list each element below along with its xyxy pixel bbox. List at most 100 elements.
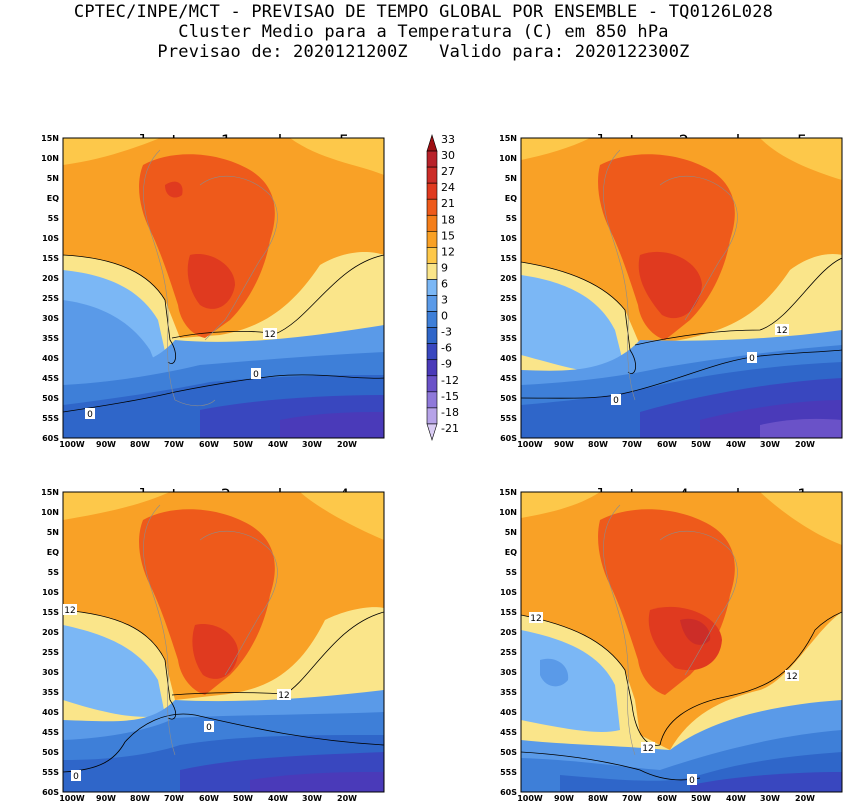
lat-label: 30S bbox=[500, 668, 517, 677]
contour-label: 0 bbox=[73, 772, 79, 782]
lat-label: 5S bbox=[506, 214, 518, 223]
lat-label: 5N bbox=[505, 174, 517, 183]
lat-label: 10N bbox=[499, 154, 517, 163]
colorbar-swatch bbox=[426, 391, 438, 409]
lon-label: 80W bbox=[130, 794, 150, 803]
latitude-axis: 15N 10N 5N EQ 5S 10S 15S 20S 25S 30S 35S… bbox=[499, 488, 517, 797]
lon-label: 100W bbox=[517, 794, 543, 803]
colorbar-label: 3 bbox=[441, 294, 448, 307]
latitude-axis: 15N 10N 5N EQ 5S 10S 15S 20S 25S 30S 35S… bbox=[41, 488, 59, 797]
colorbar-swatch bbox=[426, 311, 438, 328]
contour-label: 12 bbox=[530, 614, 541, 624]
lat-label: 5S bbox=[48, 568, 60, 577]
lat-label: 25S bbox=[500, 648, 517, 657]
lon-label: 20W bbox=[795, 794, 815, 803]
lat-label: 30S bbox=[500, 314, 517, 323]
colorbar-swatch bbox=[426, 231, 438, 248]
contour-label: 12 bbox=[642, 744, 653, 754]
lon-label: 80W bbox=[588, 440, 608, 449]
lat-label: 35S bbox=[42, 688, 59, 697]
lon-label: 30W bbox=[302, 440, 322, 449]
lon-label: 50W bbox=[691, 440, 711, 449]
lon-label: 30W bbox=[760, 440, 780, 449]
lat-label: 5N bbox=[47, 528, 59, 537]
lat-label: 5S bbox=[48, 214, 60, 223]
lat-label: 25S bbox=[42, 294, 59, 303]
colorbar-swatch bbox=[426, 343, 438, 361]
colorbar-label: -15 bbox=[441, 390, 459, 403]
contour-label: 0 bbox=[87, 410, 93, 420]
lon-label: 70W bbox=[622, 440, 642, 449]
lon-label: 70W bbox=[622, 794, 642, 803]
lon-label: 20W bbox=[795, 440, 815, 449]
lon-label: 40W bbox=[268, 440, 288, 449]
lat-label: 50S bbox=[42, 748, 59, 757]
lat-label: 15N bbox=[499, 134, 517, 143]
lat-label: 55S bbox=[42, 414, 59, 423]
lat-label: 5N bbox=[47, 174, 59, 183]
contour-label: 0 bbox=[206, 723, 212, 733]
lat-label: 55S bbox=[500, 414, 517, 423]
lat-label: EQ bbox=[505, 194, 517, 203]
colorbar-label: 12 bbox=[441, 245, 455, 258]
colorbar-label: 24 bbox=[441, 181, 455, 194]
lat-label: 10S bbox=[500, 234, 517, 243]
longitude-axis: 100W 90W 80W 70W 60W 50W 40W 30W 20W bbox=[59, 440, 357, 449]
colorbar-swatch bbox=[426, 327, 438, 344]
lat-label: 60S bbox=[500, 434, 517, 443]
colorbar-label: 15 bbox=[441, 229, 455, 242]
lon-label: 40W bbox=[726, 794, 746, 803]
lon-label: 50W bbox=[233, 440, 253, 449]
lat-label: 40S bbox=[500, 354, 517, 363]
figure-subtitle: Cluster Medio para a Temperatura (C) em … bbox=[178, 22, 669, 42]
colorbar-swatch bbox=[426, 198, 438, 216]
colorbar-label: 6 bbox=[441, 277, 448, 290]
lon-label: 70W bbox=[164, 794, 184, 803]
longitude-axis: 100W 90W 80W 70W 60W 50W 40W 30W 20W bbox=[517, 440, 815, 449]
colorbar-label: 33 bbox=[441, 133, 455, 146]
lat-label: 40S bbox=[42, 354, 59, 363]
lon-label: 60W bbox=[657, 440, 677, 449]
lat-label: 15S bbox=[500, 608, 517, 617]
contour-label: 12 bbox=[264, 330, 275, 340]
contour-label: 0 bbox=[689, 776, 695, 786]
colorbar-swatch bbox=[426, 279, 438, 296]
lat-label: 50S bbox=[500, 748, 517, 757]
lat-label: 15S bbox=[42, 254, 59, 263]
lat-label: 40S bbox=[500, 708, 517, 717]
lat-label: 40S bbox=[42, 708, 59, 717]
lat-label: 10N bbox=[499, 508, 517, 517]
figure-title: CPTEC/INPE/MCT - PREVISAO DE TEMPO GLOBA… bbox=[73, 2, 774, 22]
lat-label: 15N bbox=[499, 488, 517, 497]
map-panel-1: 15N 10N 5N EQ 5S 10S 15S 20S 25S 30S 35S… bbox=[41, 134, 385, 449]
lat-label: EQ bbox=[505, 548, 517, 557]
contour-labels: 12 12 0 0 bbox=[63, 604, 291, 782]
lat-label: 35S bbox=[500, 688, 517, 697]
map-panel-4: 15N 10N 5N EQ 5S 10S 15S 20S 25S 30S 35S… bbox=[499, 488, 843, 803]
lat-label: 45S bbox=[500, 728, 517, 737]
lat-label: 20S bbox=[42, 628, 59, 637]
lat-label: 5N bbox=[505, 528, 517, 537]
lon-label: 90W bbox=[554, 440, 574, 449]
lat-label: 15N bbox=[41, 134, 59, 143]
lat-label: 60S bbox=[42, 788, 59, 797]
colorbar-swatch bbox=[426, 150, 438, 168]
lon-label: 80W bbox=[130, 440, 150, 449]
lat-label: 55S bbox=[500, 768, 517, 777]
contour-label: 0 bbox=[613, 396, 619, 406]
colorbar-swatch bbox=[426, 166, 438, 184]
lat-label: 15N bbox=[41, 488, 59, 497]
lon-label: 60W bbox=[657, 794, 677, 803]
contour-label: 0 bbox=[253, 370, 259, 380]
lat-label: 50S bbox=[42, 394, 59, 403]
colorbar-label: -18 bbox=[441, 406, 459, 419]
lat-label: 60S bbox=[42, 434, 59, 443]
longitude-axis: 100W 90W 80W 70W 60W 50W 40W 30W 20W bbox=[517, 794, 815, 803]
contour-labels: 12 0 0 bbox=[611, 324, 789, 406]
colorbar-swatch bbox=[426, 295, 438, 312]
contour-label: 12 bbox=[776, 326, 787, 336]
colorbar-label: 9 bbox=[441, 261, 448, 274]
lat-label: 20S bbox=[500, 274, 517, 283]
contour-label: 12 bbox=[278, 691, 289, 701]
